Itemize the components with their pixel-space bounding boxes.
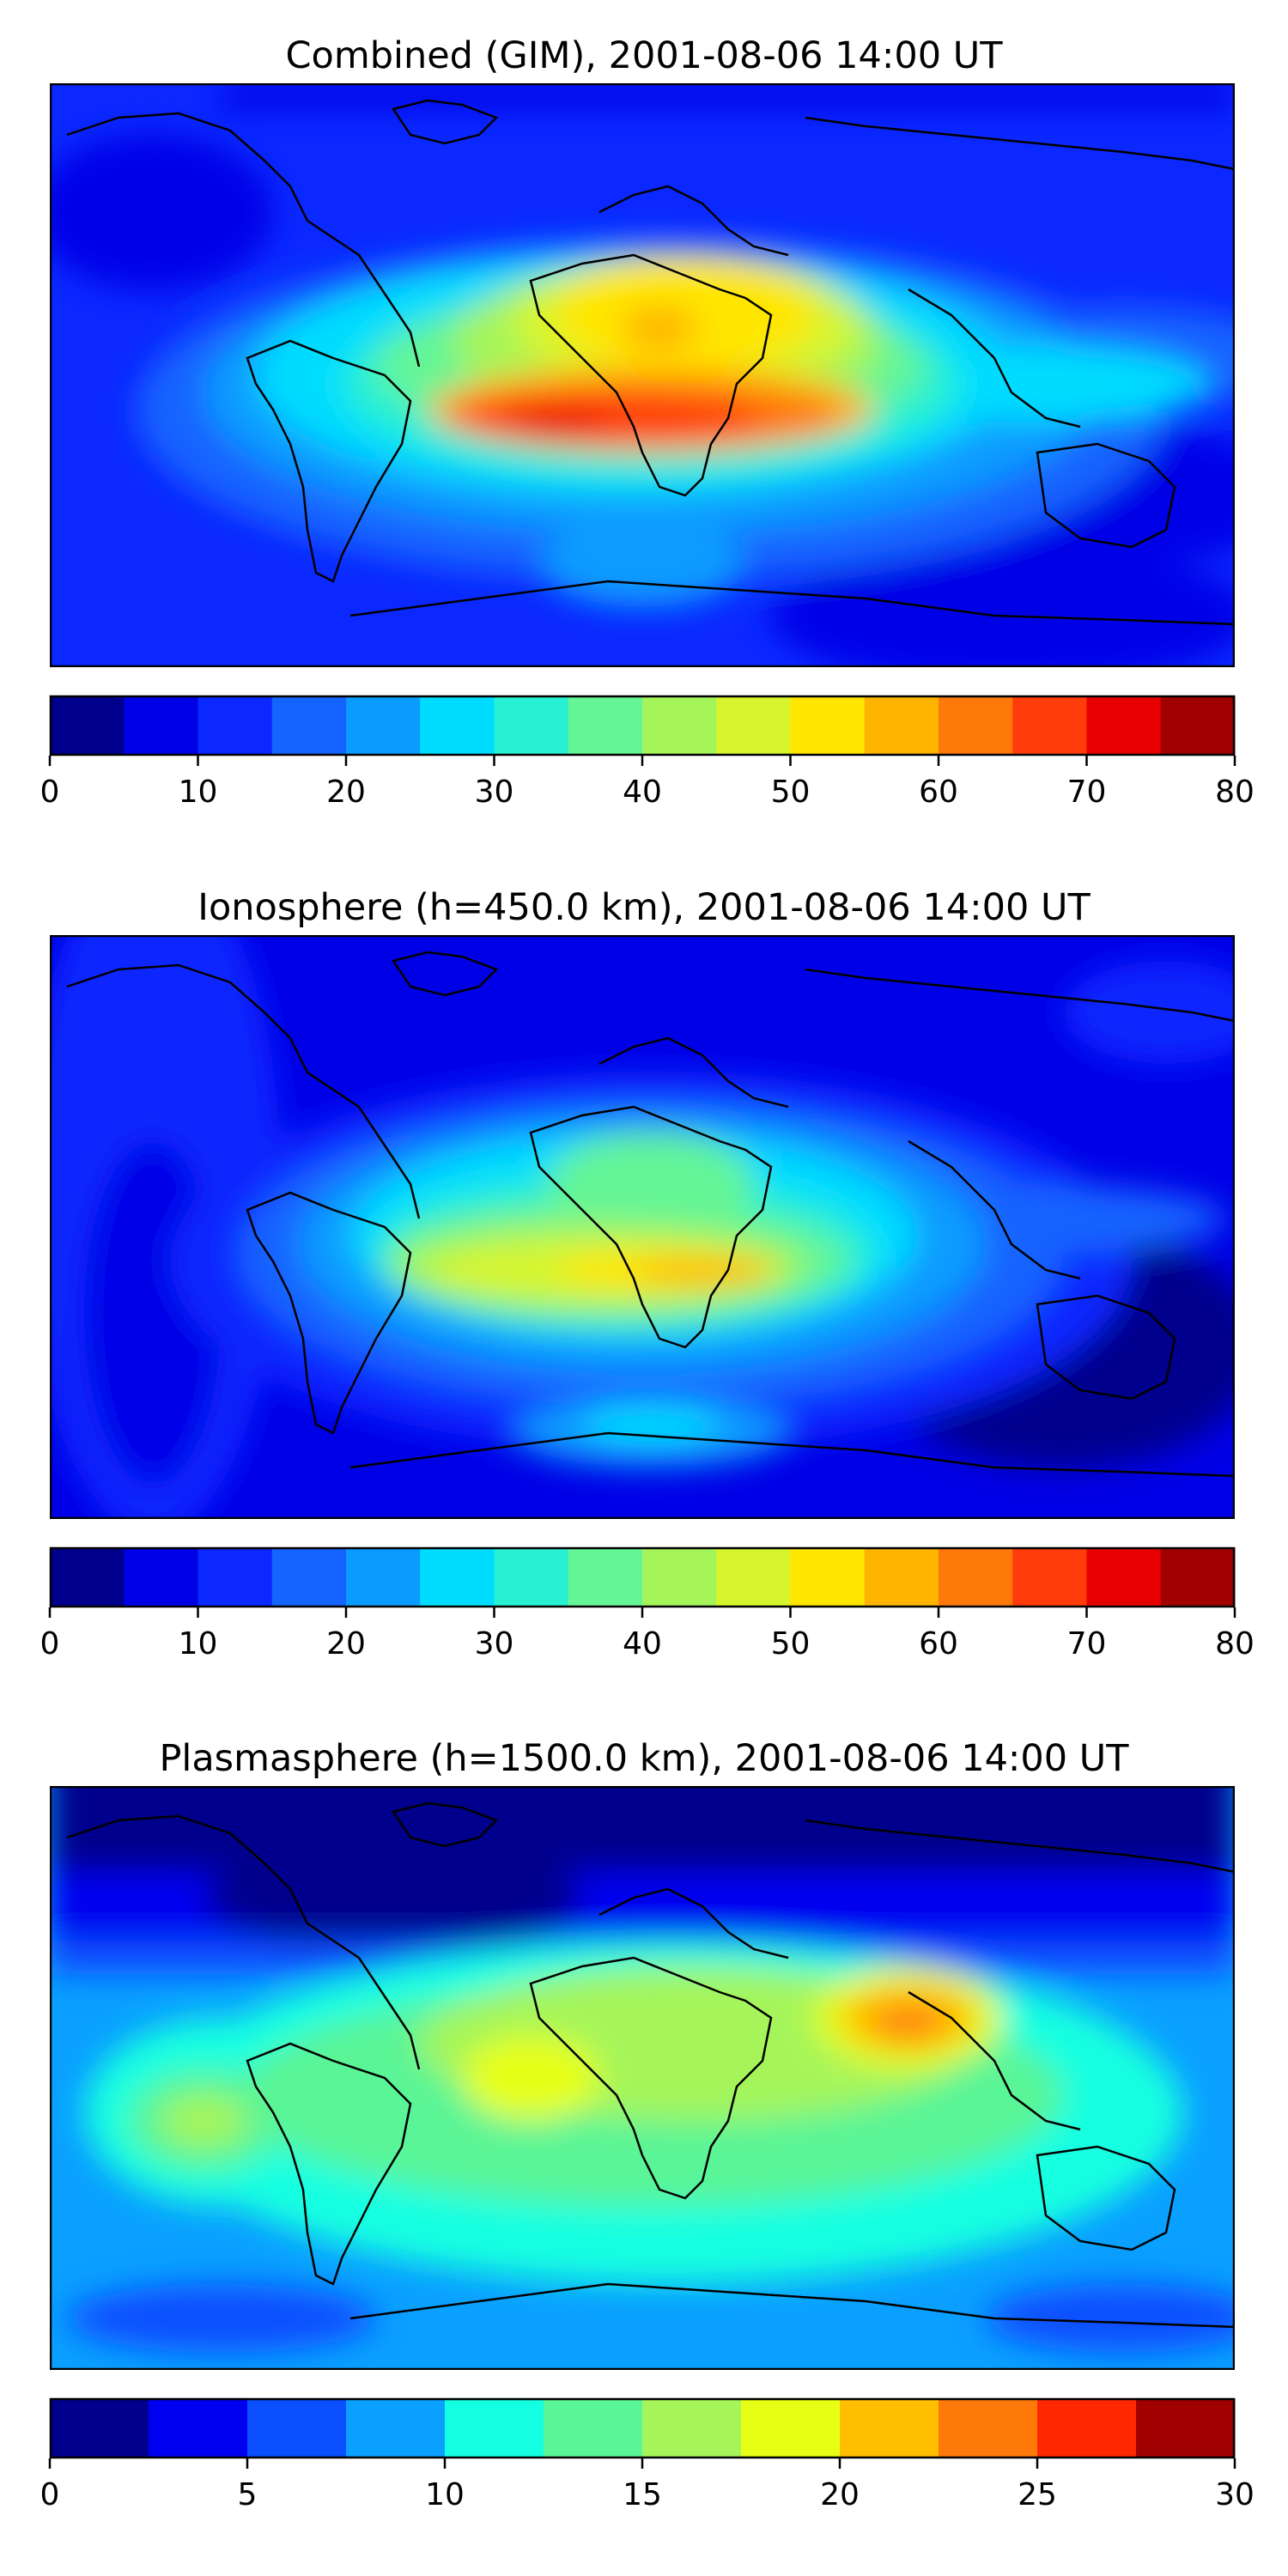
- colorbar: [48, 2397, 1236, 2469]
- colorbar-segment: [864, 1547, 939, 1607]
- panel-title: Ionosphere (h=450.0 km), 2001-08-06 14:0…: [197, 886, 1091, 929]
- colorbar-tick-label: 60: [919, 775, 958, 810]
- colorbar-svg: [48, 1546, 1236, 1618]
- colorbar-tick-label: 15: [623, 2477, 662, 2512]
- coastlines: [66, 99, 1235, 626]
- colorbar-segment: [939, 696, 1013, 756]
- colorbar-tick-label: 10: [425, 2477, 465, 2512]
- colorbar-segment: [1086, 1547, 1162, 1607]
- colorbar-tick-labels: 0 10 20 30 40 50 60 70 80: [40, 1626, 1255, 1664]
- colorbar-segment: [642, 2398, 742, 2458]
- colorbar-tick-label: 40: [623, 1626, 662, 1662]
- panel-title: Plasmasphere (h=1500.0 km), 2001-08-06 1…: [159, 1737, 1129, 1780]
- colorbar-segment: [1037, 2398, 1137, 2458]
- colorbar-segment: [1012, 1547, 1087, 1607]
- map-frame: [50, 1786, 1235, 2370]
- colorbar-tick-label: 20: [326, 775, 366, 810]
- colorbar-segment: [939, 2398, 1038, 2458]
- colorbar-tick-label: 20: [326, 1626, 366, 1662]
- colorbar-segment: [790, 696, 866, 756]
- colorbar-segment: [197, 696, 273, 756]
- colorbar-segment: [568, 696, 643, 756]
- colorbar-segment: [494, 1547, 569, 1607]
- colorbar-segment: [124, 696, 198, 756]
- colorbar-segment: [149, 2398, 248, 2458]
- colorbar-segment: [50, 2398, 149, 2458]
- colorbar-tick-label: 0: [39, 2477, 60, 2512]
- colorbar-tick-label: 40: [623, 775, 662, 810]
- colorbar-segment: [50, 696, 125, 756]
- colorbar-tick-labels: 0 10 20 30 40 50 60 70 80: [40, 775, 1255, 812]
- plasmasphere-panel: Plasmasphere (h=1500.0 km), 2001-08-06 1…: [0, 1737, 1288, 2512]
- colorbar-segment: [346, 696, 421, 756]
- colorbar-tick-label: 70: [1066, 1626, 1107, 1662]
- colorbar-segment: [790, 1547, 866, 1607]
- colorbar-frame: [49, 2397, 1236, 2459]
- colorbar-segment: [1136, 2398, 1236, 2458]
- colorbar-tick-label: 30: [474, 775, 514, 810]
- colorbar-frame: [49, 1546, 1236, 1608]
- colorbar-segment: [840, 2398, 939, 2458]
- combined-gim-panel: Combined (GIM), 2001-08-06 14:00 UT: [0, 34, 1288, 810]
- colorbar-tick-label: 10: [178, 775, 218, 810]
- colorbar-segment: [247, 2398, 347, 2458]
- colorbar-segment: [1160, 696, 1236, 756]
- colorbar-segment: [1160, 1547, 1236, 1607]
- colorbar-svg: [48, 2397, 1236, 2469]
- colorbar-tick-label: 30: [1215, 2477, 1255, 2512]
- colorbar-segment: [716, 696, 791, 756]
- colorbar-segment: [716, 1547, 791, 1607]
- map-plot: [50, 83, 1235, 667]
- colorbar: [48, 695, 1236, 766]
- colorbar-tick-label: 50: [770, 1626, 811, 1662]
- colorbar-tick-label: 5: [237, 2477, 258, 2512]
- colorbar-tick-label: 70: [1066, 775, 1107, 810]
- colorbar-segment: [544, 2398, 643, 2458]
- ionosphere-panel: Ionosphere (h=450.0 km), 2001-08-06 14:0…: [0, 886, 1288, 1662]
- colorbar-segment: [642, 1547, 717, 1607]
- colorbar-tick-labels: 0 5 10 15 20 25 30: [40, 2477, 1255, 2515]
- colorbar-segment: [197, 1547, 273, 1607]
- colorbar: [48, 1546, 1236, 1618]
- colorbar-tick-label: 25: [1018, 2477, 1057, 2512]
- coastlines: [66, 1801, 1235, 2329]
- colorbar-segment: [420, 1547, 495, 1607]
- colorbar-tick-label: 0: [39, 1626, 60, 1662]
- coastlines: [66, 951, 1235, 1478]
- tec-contour-map: [50, 83, 1235, 667]
- colorbar-segment: [346, 1547, 421, 1607]
- colorbar-tick-label: 80: [1215, 775, 1255, 810]
- colorbar-segment: [124, 1547, 198, 1607]
- colorbar-tick-label: 0: [39, 775, 60, 810]
- tec-contour-map: [50, 1786, 1235, 2370]
- colorbar-segment: [864, 696, 939, 756]
- colorbar-segment: [642, 696, 717, 756]
- colorbar-segment: [1012, 696, 1087, 756]
- colorbar-tick-label: 30: [474, 1626, 514, 1662]
- map-plot: [50, 935, 1235, 1519]
- colorbar-segment: [939, 1547, 1013, 1607]
- colorbar-segment: [420, 696, 495, 756]
- colorbar-segment: [741, 2398, 841, 2458]
- tec-contour-map: [50, 935, 1235, 1519]
- map-frame: [50, 83, 1235, 667]
- colorbar-segment: [1086, 696, 1162, 756]
- colorbar-segment: [50, 1547, 125, 1607]
- colorbar-segment: [346, 2398, 446, 2458]
- colorbar-tick-label: 80: [1215, 1626, 1255, 1662]
- colorbar-frame: [49, 695, 1236, 756]
- colorbar-segment: [568, 1547, 643, 1607]
- colorbar-tick-label: 50: [770, 775, 811, 810]
- colorbar-segment: [271, 696, 347, 756]
- colorbar-svg: [48, 695, 1236, 766]
- colorbar-segment: [271, 1547, 347, 1607]
- colorbar-tick-label: 20: [820, 2477, 860, 2512]
- map-frame: [50, 935, 1235, 1519]
- colorbar-segment: [494, 696, 569, 756]
- map-plot: [50, 1786, 1235, 2370]
- colorbar-segment: [445, 2398, 544, 2458]
- colorbar-tick-label: 10: [178, 1626, 218, 1662]
- colorbar-tick-label: 60: [919, 1626, 958, 1662]
- panel-title: Combined (GIM), 2001-08-06 14:00 UT: [285, 34, 1003, 77]
